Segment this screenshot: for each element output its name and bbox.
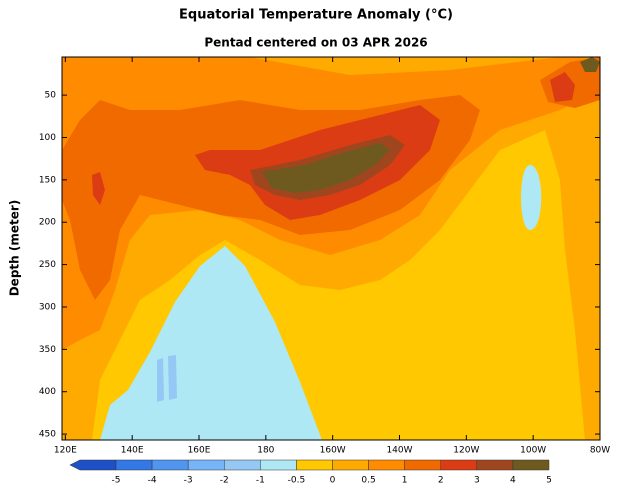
colorbar-label: -5	[112, 476, 121, 486]
colorbar-segment	[332, 459, 369, 471]
y-axis-label: Depth (meter)	[8, 200, 22, 297]
colorbar-segment	[440, 459, 478, 471]
contour-region	[262, 143, 390, 193]
contour-field	[62, 57, 600, 440]
y-tick-label: 350	[39, 345, 56, 355]
colorbar-segment	[151, 459, 189, 471]
x-tick-label: 160W	[320, 446, 346, 456]
x-tick-label: 160E	[188, 446, 211, 456]
colorbar-label: 0	[330, 476, 336, 486]
colorbar-segment	[260, 459, 297, 471]
contour-region	[580, 57, 600, 72]
y-tick-label: 100	[39, 133, 56, 143]
colorbar-segment	[368, 459, 405, 471]
colorbar-label: -1	[256, 476, 265, 486]
y-tick-label: 200	[39, 218, 56, 228]
x-tick-label: 180	[257, 446, 274, 456]
colorbar-segment	[512, 459, 550, 471]
y-tick-label: 50	[45, 91, 57, 101]
colorbar-label: -0.5	[288, 476, 306, 486]
contour-region	[100, 246, 322, 440]
colorbar-segment	[224, 459, 261, 471]
y-tick-label: 250	[39, 260, 56, 270]
colorbar-label: 2	[438, 476, 444, 486]
colorbar-label: 4	[510, 476, 516, 486]
colorbar-segment	[404, 459, 441, 471]
colorbar-label: 1	[402, 476, 408, 486]
colorbar-segment	[115, 459, 153, 471]
contour-region	[550, 72, 575, 102]
colorbar-segment	[296, 459, 333, 471]
x-tick-label: 120E	[54, 446, 77, 456]
plot-frame	[61, 56, 601, 441]
chart-title: Equatorial Temperature Anomaly (°C)	[179, 8, 453, 23]
x-tick-label: 120W	[453, 446, 479, 456]
colorbar-label: -2	[220, 476, 229, 486]
colorbar-segment	[69, 459, 117, 471]
x-tick-label: 100W	[520, 446, 546, 456]
y-tick-label: 450	[39, 430, 56, 440]
colorbar-label: -4	[148, 476, 157, 486]
colorbar-label: 5	[546, 476, 552, 486]
y-tick-label: 150	[39, 175, 56, 185]
x-tick-label: 140W	[386, 446, 412, 456]
chart-subtitle: Pentad centered on 03 APR 2026	[204, 36, 427, 50]
colorbar-label: -3	[184, 476, 193, 486]
x-tick-label: 140E	[121, 446, 144, 456]
contour-region	[521, 165, 542, 230]
y-tick-label: 400	[39, 387, 56, 397]
contour-region	[92, 172, 105, 205]
x-tick-label: 80W	[590, 446, 610, 456]
colorbar-label: 3	[474, 476, 480, 486]
colorbar-segment	[187, 459, 225, 471]
colorbar-label: 0.5	[361, 476, 375, 486]
y-tick-label: 300	[39, 302, 56, 312]
colorbar-segment	[476, 459, 514, 471]
contour-region	[157, 355, 177, 402]
